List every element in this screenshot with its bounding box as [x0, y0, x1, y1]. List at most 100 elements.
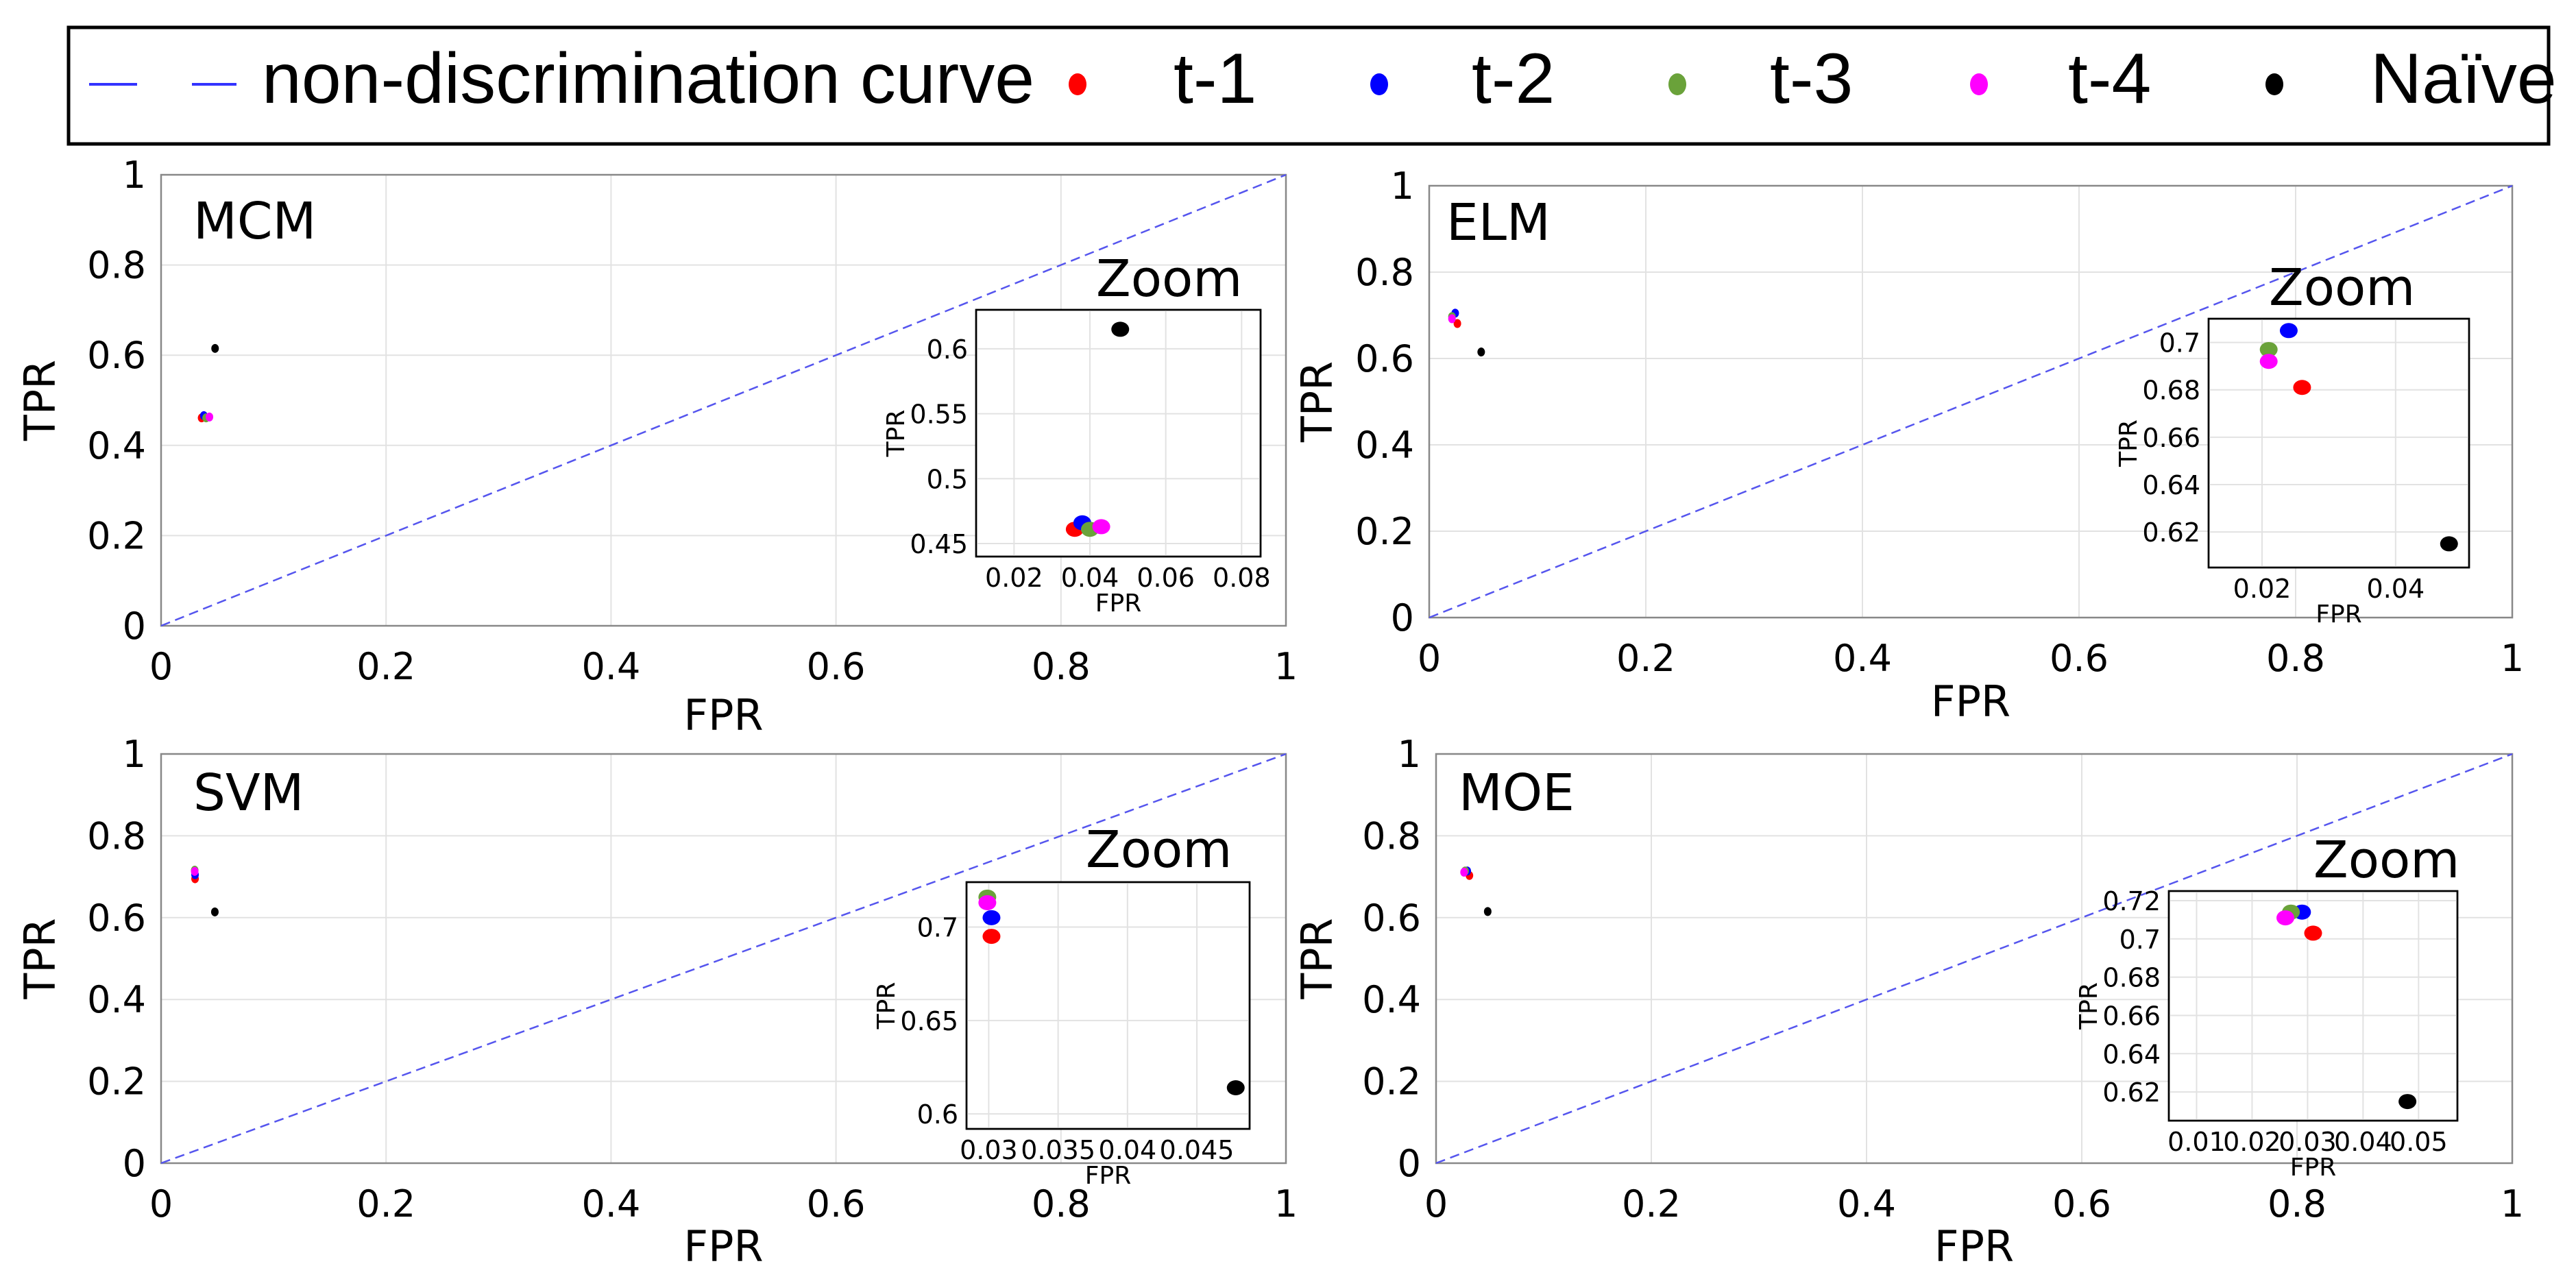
inset-x-tick-label: 0.04: [1099, 1135, 1157, 1165]
legend-item-curve: non-discrimination curve: [89, 39, 1034, 119]
inset-y-axis-label: TPR: [2115, 419, 2143, 467]
inset-y-tick-label: 0.6: [927, 334, 968, 365]
inset-y-tick-label: 0.64: [2142, 470, 2200, 500]
legend: non-discrimination curve t-1 t-2 t-3 t-4…: [66, 25, 2557, 146]
y-tick-label: 0: [123, 1142, 146, 1185]
inset-title: Zoom: [1086, 820, 1232, 879]
x-tick-label: 0.8: [2266, 637, 2325, 680]
x-tick-label: 0.4: [581, 1182, 640, 1226]
y-tick-label: 0.4: [87, 424, 146, 467]
inset-x-tick-label: 0.05: [2390, 1127, 2448, 1157]
inset-x-tick-label: 0.045: [1160, 1135, 1235, 1165]
legend-item-naive: Naïve: [2265, 39, 2557, 119]
legend-marker-t2: [1370, 73, 1388, 95]
panel-title: MOE: [1459, 764, 1575, 823]
y-axis-label: TPR: [15, 918, 65, 999]
inset-point-t-2: [2279, 323, 2298, 339]
inset-x-tick-label: 0.08: [1213, 563, 1271, 593]
panel-moe: 0 0.2 0.4 0.6 0.8 1 0 0.2 0.4 0.6 0.8 1 FPR TPR MOE 0.0…: [1292, 733, 2524, 1271]
x-tick-label: 0: [1418, 637, 1441, 680]
y-tick-label: 0.8: [1362, 814, 1421, 857]
inset-y-tick-label: 0.72: [2102, 886, 2161, 916]
inset-y-tick-label: 0.45: [910, 529, 968, 559]
x-tick-label: 1: [2501, 637, 2524, 680]
zoom-inset: 0.03 0.035 0.04 0.045 0.6 0.65 0.7 Zoom FPR TPR: [873, 820, 1251, 1190]
inset-border: [2167, 890, 2459, 1122]
inset-x-tick-label: 0.04: [1061, 563, 1119, 593]
y-tick-label: 0.4: [1355, 424, 1414, 467]
point-t-4: [191, 866, 199, 876]
inset-frame: [2207, 317, 2470, 569]
inset-y-axis-label: TPR: [873, 982, 901, 1030]
inset-x-tick-label: 0.04: [2367, 574, 2425, 604]
inset-frame: [2167, 890, 2459, 1122]
x-axis-label: FPR: [683, 690, 763, 740]
y-axis-label: TPR: [15, 360, 65, 441]
inset-x-tick-label: 0.03: [2279, 1127, 2337, 1157]
inset-x-tick-label: 0.04: [2334, 1127, 2392, 1157]
y-tick-label: 0.2: [1355, 510, 1414, 553]
point-t-4: [1448, 314, 1456, 324]
x-tick-label: 0.8: [2268, 1182, 2326, 1226]
y-tick-label: 1: [123, 154, 146, 197]
y-tick-label: 0: [1398, 1142, 1421, 1185]
inset-y-tick-label: 0.7: [917, 912, 958, 942]
panel-svm: 0 0.2 0.4 0.6 0.8 1 0 0.2 0.4 0.6 0.8 1 FPR TPR SVM 0.0…: [15, 733, 1298, 1271]
inset-point-t-4: [2259, 354, 2278, 369]
inset-x-tick-label: 0.02: [985, 563, 1043, 593]
non-discrimination-line: [160, 173, 1287, 627]
x-tick-label: 0: [1424, 1182, 1448, 1226]
inset-border: [965, 881, 1251, 1130]
x-tick-label: 1: [1274, 1182, 1298, 1226]
x-tick-label: 0.6: [807, 1182, 866, 1226]
zoom-inset: 0.02 0.04 0.06 0.08 0.45 0.5 0.55 0.6 Zoom FPR TPR: [882, 249, 1271, 618]
x-tick-label: 0: [149, 645, 173, 688]
legend-item-t2: t-2: [1370, 39, 1555, 119]
y-tick-label: 0.8: [87, 814, 146, 857]
legend-label-t4: t-4: [2068, 39, 2151, 119]
inset-point-na-ve: [1111, 321, 1130, 337]
inset-x-tick-label: 0.01: [2167, 1127, 2226, 1157]
inset-x-axis-label: FPR: [2290, 1154, 2336, 1182]
y-tick-label: 1: [1398, 733, 1421, 776]
y-tick-label: 0.6: [87, 334, 146, 377]
x-tick-label: 0.6: [2050, 637, 2109, 680]
x-tick-label: 0.2: [356, 645, 415, 688]
y-axis-label: TPR: [1292, 361, 1342, 443]
y-axis-label: TPR: [1292, 918, 1342, 999]
x-tick-label: 0: [149, 1182, 173, 1226]
y-tick-label: 0.6: [1362, 897, 1421, 940]
inset-title: Zoom: [2269, 258, 2415, 317]
x-tick-label: 0.2: [1616, 637, 1675, 680]
inset-y-tick-label: 0.66: [2142, 423, 2200, 453]
point-na-ve: [210, 907, 219, 916]
panel-title: MCM: [193, 192, 316, 251]
legend-frame: [66, 25, 2551, 146]
legend-item-t3: t-3: [1668, 39, 1853, 119]
point-t-4: [1460, 868, 1468, 877]
legend-marker-t1: [1069, 73, 1086, 95]
plot-frame: [160, 173, 1287, 627]
point-na-ve: [211, 343, 219, 353]
y-tick-label: 0.6: [87, 897, 146, 940]
inset-x-tick-label: 0.03: [960, 1135, 1018, 1165]
point-t-1: [1453, 319, 1461, 328]
panel-title: ELM: [1446, 193, 1551, 252]
point-na-ve: [1483, 907, 1492, 916]
inset-point-na-ve: [2440, 536, 2458, 552]
y-tick-label: 0: [1391, 596, 1414, 640]
inset-y-tick-label: 0.7: [2159, 328, 2200, 358]
inset-title: Zoom: [1096, 249, 1242, 308]
legend-item-t4: t-4: [1970, 39, 2151, 119]
y-tick-label: 0: [123, 605, 146, 648]
inset-y-axis-label: TPR: [882, 410, 910, 458]
inset-y-tick-label: 0.62: [2142, 517, 2200, 548]
inset-y-tick-label: 0.68: [2102, 963, 2161, 993]
legend-label-t1: t-1: [1174, 39, 1256, 119]
x-tick-label: 1: [1274, 645, 1298, 688]
x-tick-label: 0.4: [1833, 637, 1892, 680]
inset-border: [2207, 317, 2470, 569]
inset-x-axis-label: FPR: [2316, 600, 2361, 629]
zoom-inset: 0.010.020.030.040.05 0.62 0.64 0.66 0.68 0.7 0…: [2075, 831, 2459, 1182]
